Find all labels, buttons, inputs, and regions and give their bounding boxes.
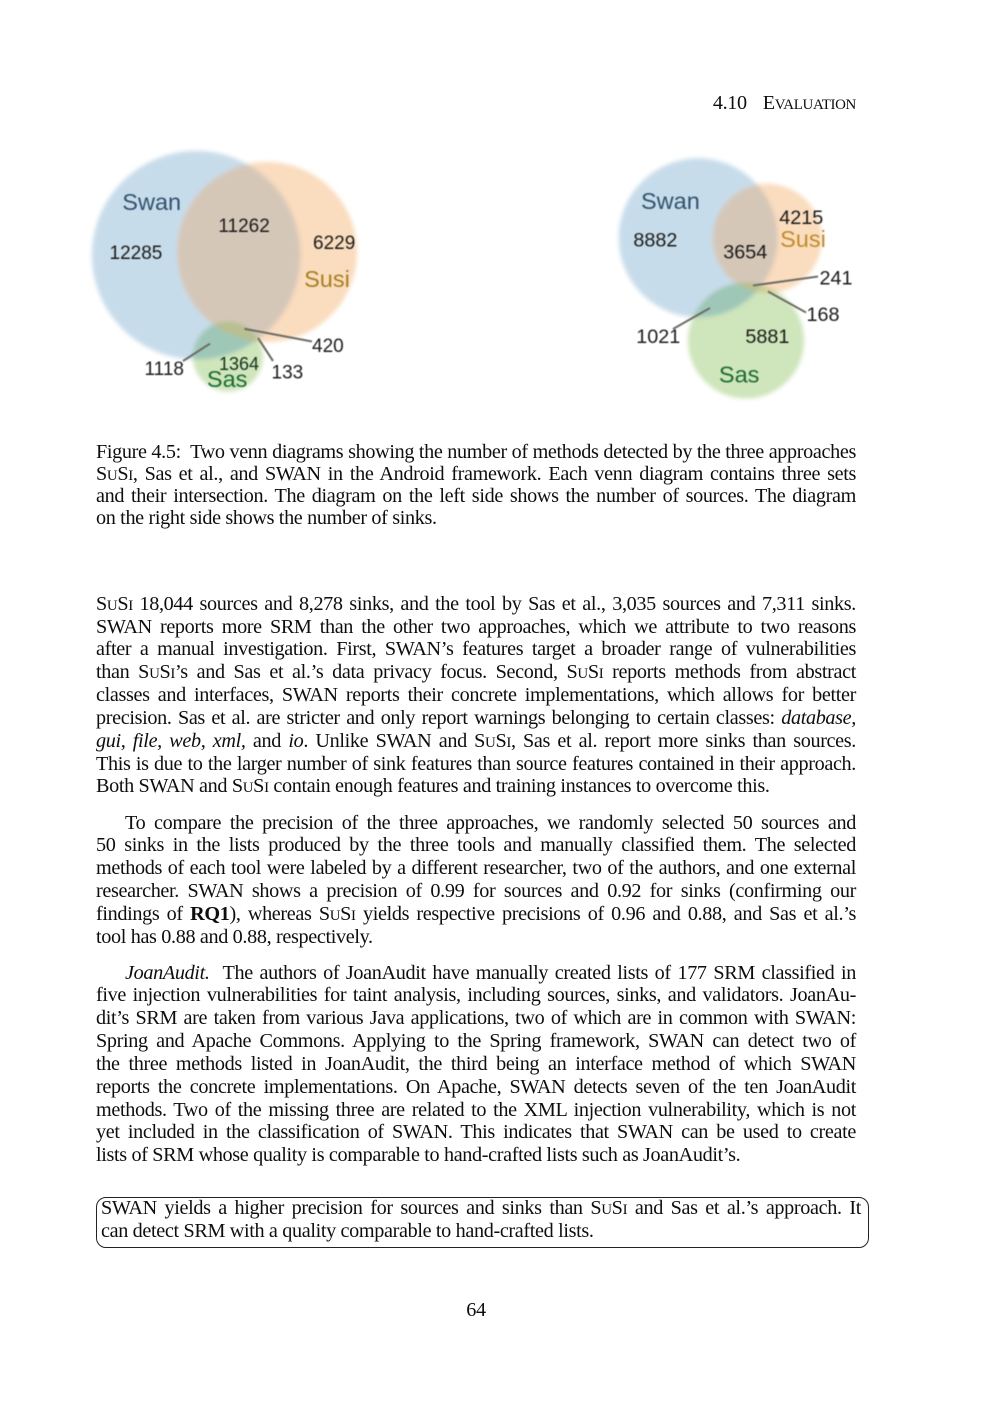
svg-text:6229: 6229 <box>313 233 355 254</box>
svg-text:4215: 4215 <box>779 207 823 229</box>
svg-text:Sas: Sas <box>719 362 760 388</box>
svg-text:241: 241 <box>820 268 853 290</box>
svg-text:5881: 5881 <box>745 326 789 348</box>
svg-text:1364: 1364 <box>219 354 259 374</box>
svg-text:1021: 1021 <box>636 326 680 348</box>
svg-text:12285: 12285 <box>110 243 163 264</box>
svg-text:Swan: Swan <box>641 188 700 214</box>
svg-text:Susi: Susi <box>304 266 350 292</box>
svg-text:3654: 3654 <box>723 241 767 263</box>
svg-text:Swan: Swan <box>122 189 181 215</box>
svg-text:133: 133 <box>272 362 304 383</box>
svg-text:Sas: Sas <box>207 366 248 392</box>
svg-text:168: 168 <box>807 304 840 326</box>
svg-text:11262: 11262 <box>218 216 269 237</box>
svg-text:Susi: Susi <box>780 226 826 252</box>
svg-text:8882: 8882 <box>633 229 677 251</box>
svg-text:1118: 1118 <box>145 359 184 380</box>
svg-text:420: 420 <box>312 336 344 357</box>
